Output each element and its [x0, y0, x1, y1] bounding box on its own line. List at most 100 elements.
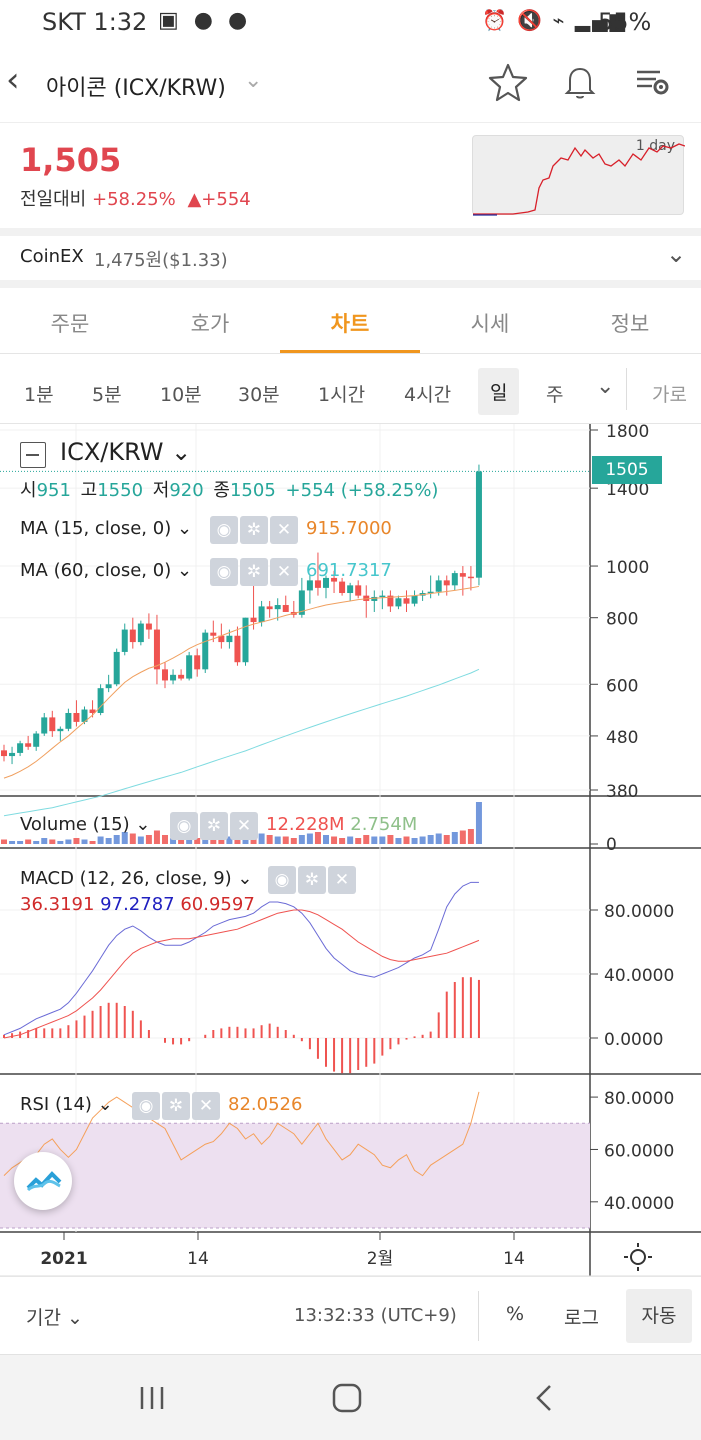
tab-order[interactable]: 주문	[50, 312, 90, 336]
close-icon[interactable]	[192, 1092, 220, 1120]
volume-bar	[282, 836, 289, 844]
volume-bar	[451, 832, 458, 844]
period-selector[interactable]: 기간 ⌄	[26, 1307, 83, 1329]
bell-icon[interactable]	[560, 62, 600, 102]
auto-toggle[interactable]: 자동	[626, 1289, 692, 1343]
chart-canvas[interactable]: 1800 1400 1000 800 600 480 380 0 80.0000 40.0000 0…	[0, 422, 701, 1277]
time-tick-label: 2021	[40, 1249, 87, 1269]
interval-5m[interactable]: 5분	[92, 384, 122, 406]
candle-body	[113, 651, 120, 685]
volume-bar	[170, 838, 177, 844]
coin-title[interactable]: 아이콘 (ICX/KRW)	[46, 76, 226, 101]
volume-bar	[355, 838, 362, 844]
volume-bar	[145, 835, 152, 844]
volume-bar	[339, 838, 346, 844]
candle-body	[266, 606, 273, 610]
rsi-value: 82.0526	[228, 1094, 303, 1115]
rsi-tick-label: 40.0000	[604, 1194, 674, 1214]
chart-settings-icon[interactable]	[622, 1242, 654, 1272]
interval-1d[interactable]: 일	[478, 368, 520, 415]
ma60-legend[interactable]: MA (60, close, 0) ⌄	[20, 560, 193, 581]
volume-bar	[403, 836, 410, 844]
candle-body	[202, 632, 209, 670]
gear-icon[interactable]	[240, 516, 268, 544]
interval-1m[interactable]: 1분	[24, 384, 54, 406]
chart-symbol[interactable]: ICX/KRW ⌄	[60, 438, 192, 466]
back-nav-icon[interactable]	[532, 1383, 556, 1413]
macd-legend[interactable]: MACD (12, 26, close, 9) ⌄	[20, 868, 253, 889]
interval-4h[interactable]: 4시간	[404, 384, 452, 406]
volume-bar	[17, 841, 24, 844]
tab-info[interactable]: 정보	[610, 312, 650, 336]
volume-bar	[266, 835, 273, 844]
candle-body	[371, 596, 378, 601]
interval-10m[interactable]: 10분	[160, 384, 202, 406]
back-icon[interactable]: ‹	[6, 60, 20, 100]
chevron-down-icon[interactable]: ⌄	[666, 240, 687, 268]
tab-chart[interactable]: 차트	[330, 312, 370, 336]
close-icon[interactable]	[270, 516, 298, 544]
candle-body	[459, 573, 466, 577]
tab-market[interactable]: 시세	[470, 312, 510, 336]
collapse-icon[interactable]	[20, 442, 46, 468]
eye-icon[interactable]	[170, 812, 198, 840]
candle-body	[363, 595, 370, 601]
eye-icon[interactable]	[210, 516, 238, 544]
gear-icon[interactable]	[240, 558, 268, 586]
mini-chart[interactable]: 1 day	[472, 135, 685, 216]
battery-level: 55%	[598, 8, 652, 36]
interval-landscape[interactable]: 가로	[652, 384, 687, 406]
volume-bar	[194, 838, 201, 844]
candle-body	[443, 580, 450, 586]
interval-1w[interactable]: 주	[546, 384, 564, 406]
candle-body	[306, 580, 313, 591]
candle-body	[73, 712, 80, 722]
volume-bar	[443, 835, 450, 844]
candle-body	[49, 717, 56, 732]
home-icon[interactable]	[332, 1383, 362, 1413]
close-icon[interactable]	[270, 558, 298, 586]
close-icon[interactable]	[328, 866, 356, 894]
candle-body	[403, 598, 410, 604]
exchange-row[interactable]: CoinEX 1,475원($1.33) ⌄	[0, 236, 701, 280]
eye-icon[interactable]	[210, 558, 238, 586]
rsi-line	[3, 1091, 480, 1177]
volume-legend[interactable]: Volume (15) ⌄	[20, 814, 151, 835]
interval-1h[interactable]: 1시간	[318, 384, 366, 406]
volume-bar	[97, 836, 104, 844]
volume-bar	[113, 835, 120, 844]
rsi-legend[interactable]: RSI (14) ⌄	[20, 1094, 113, 1115]
volume-bar	[178, 839, 185, 844]
price-tick-label: 1400	[606, 480, 649, 500]
exchange-name: CoinEX	[20, 246, 84, 267]
eye-icon[interactable]	[268, 866, 296, 894]
macd-controls	[268, 866, 358, 894]
tab-orderbook[interactable]: 호가	[190, 312, 230, 336]
chevron-down-icon[interactable]: ⌄	[596, 374, 615, 399]
gear-icon[interactable]	[162, 1092, 190, 1120]
time-tick-label: 14	[187, 1249, 209, 1269]
recent-apps-icon[interactable]	[138, 1385, 166, 1411]
log-toggle[interactable]: 로그	[564, 1307, 599, 1329]
main-tabs: 주문 호가 차트 시세 정보	[0, 288, 701, 354]
time-tick-label: 2월	[367, 1249, 393, 1269]
tradingview-logo-button[interactable]	[14, 1152, 72, 1210]
close-icon[interactable]	[230, 812, 258, 840]
volume-bar	[49, 839, 56, 844]
star-icon[interactable]	[488, 62, 528, 102]
percent-toggle[interactable]: %	[506, 1303, 525, 1325]
chevron-down-icon[interactable]: ⌄	[244, 68, 263, 93]
divider	[0, 228, 701, 236]
volume-bar	[274, 836, 281, 844]
gear-icon[interactable]	[298, 866, 326, 894]
eye-icon[interactable]	[132, 1092, 160, 1120]
volume-bar	[218, 838, 225, 844]
settings-list-icon[interactable]	[632, 62, 672, 102]
chart-area[interactable]: 1800 1400 1000 800 600 480 380 0 80.0000 40.0000 0…	[0, 422, 701, 1277]
candle-body	[427, 591, 434, 594]
candle-body	[57, 728, 64, 732]
ma15-legend[interactable]: MA (15, close, 0) ⌄	[20, 518, 193, 539]
volume-tick-label: 0	[606, 835, 617, 855]
gear-icon[interactable]	[200, 812, 228, 840]
interval-30m[interactable]: 30분	[238, 384, 280, 406]
